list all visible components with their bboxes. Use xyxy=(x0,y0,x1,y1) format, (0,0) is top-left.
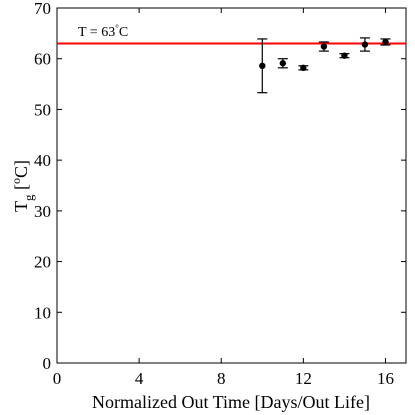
y-tick-label: 70 xyxy=(34,0,51,18)
y-axis-title: Tg [oC] xyxy=(9,160,36,212)
x-axis-title: Normalized Out Time [Days/Out Life] xyxy=(92,392,370,412)
point-marker xyxy=(300,64,307,72)
x-axis: 0 4 8 12 16 xyxy=(53,8,394,388)
point-marker xyxy=(279,60,287,67)
point-marker xyxy=(361,41,369,48)
y-tick-label: 0 xyxy=(43,354,52,373)
point-marker xyxy=(341,52,348,59)
point-marker xyxy=(259,62,266,70)
data-point xyxy=(359,37,370,52)
x-tick-label: 4 xyxy=(135,369,144,388)
y-tick-label: 10 xyxy=(34,303,51,322)
reference-line-label: T = 63°C xyxy=(78,23,128,40)
y-axis: 0 10 20 30 40 50 60 70 xyxy=(34,0,406,373)
plot-frame xyxy=(56,7,407,364)
data-point xyxy=(298,64,309,72)
x-tick-label: 0 xyxy=(53,369,62,388)
point-marker xyxy=(382,38,389,46)
data-point xyxy=(277,58,288,69)
y-tick-label: 30 xyxy=(34,202,51,221)
x-tick-label: 8 xyxy=(217,369,226,388)
data-point xyxy=(339,52,350,59)
data-series xyxy=(257,37,391,94)
data-point xyxy=(318,41,329,52)
data-point xyxy=(257,38,268,94)
y-tick-label: 60 xyxy=(34,50,51,69)
y-tick-label: 20 xyxy=(34,253,51,272)
point-marker xyxy=(320,43,328,50)
x-tick-label: 12 xyxy=(295,369,312,388)
x-tick-label: 16 xyxy=(377,369,394,388)
y-tick-label: 40 xyxy=(34,151,51,170)
y-tick-label: 50 xyxy=(34,100,51,119)
data-point xyxy=(380,38,391,46)
